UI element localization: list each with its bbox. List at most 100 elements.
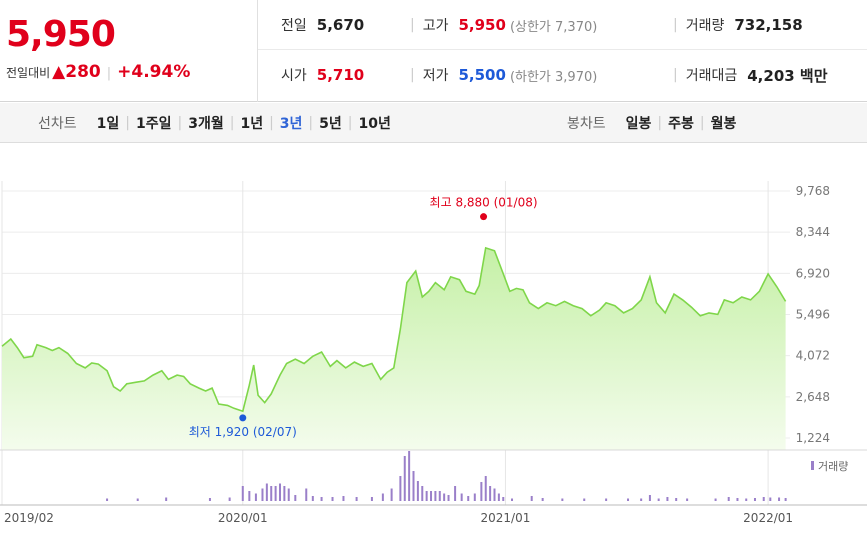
volume-bar: [769, 497, 772, 501]
change-value: 280: [65, 62, 101, 82]
stat-open: 시가 5,710: [281, 50, 364, 100]
low-marker: [239, 414, 247, 422]
volume-bar: [283, 486, 286, 501]
volume-bar: [331, 497, 334, 501]
stat-value: 5,950: [458, 16, 506, 34]
volume-bar: [493, 488, 496, 501]
high-marker: [480, 213, 488, 221]
stat-value: 4,203 백만: [747, 66, 828, 85]
tab-line-period-1[interactable]: 1주일: [135, 116, 172, 132]
volume-bar: [727, 497, 730, 501]
volume-bar: [736, 498, 739, 501]
stats-row-2: 시가 5,710 | 저가 5,500 (하한가 3,970) | 거래대금 4…: [258, 50, 867, 100]
volume-bar: [640, 498, 643, 501]
stat-amount: | 거래대금 4,203 백만: [673, 50, 828, 100]
volume-bar: [248, 491, 251, 501]
tab-separator: |: [699, 115, 705, 131]
tab-line-period-2[interactable]: 3개월: [188, 116, 224, 132]
volume-bar: [778, 497, 781, 501]
tab-separator: |: [347, 115, 353, 131]
change-label: 전일대비: [6, 66, 51, 80]
volume-bar: [136, 498, 139, 501]
stat-label: 거래량: [685, 18, 725, 34]
stat-label: 시가: [281, 68, 307, 84]
volume-bar: [784, 498, 787, 501]
stat-value: 5,500: [458, 66, 506, 84]
stat-sub: (상한가 7,370): [509, 19, 598, 35]
price-line: [1, 246, 787, 413]
tab-line-period-3[interactable]: 1년: [240, 116, 264, 132]
stat-sub: (하한가 3,970): [509, 69, 598, 85]
tab-candle-period-0[interactable]: 일봉: [625, 116, 652, 132]
price-area: [2, 247, 786, 450]
volume-bar: [320, 497, 323, 501]
high-annotation: 최고 8,880 (01/08): [430, 196, 538, 210]
volume-bar: [666, 497, 669, 501]
stat-value: 5,670: [316, 16, 365, 34]
volume-bar: [497, 493, 500, 501]
volume-bar: [399, 476, 402, 501]
volume-bar: [745, 498, 748, 501]
price-chart: 9,768 8,344 6,920 5,496 4,072 2,648 1,224 최고 8,…: [0, 143, 867, 537]
x-tick-label: 2021/01: [481, 511, 531, 525]
volume-bar: [165, 497, 168, 501]
volume-bar: [530, 496, 533, 501]
tab-line-period-6[interactable]: 10년: [358, 116, 391, 132]
stat-divider: |: [673, 17, 678, 33]
up-arrow-icon: ▲: [52, 62, 66, 82]
volume-bar: [434, 491, 437, 501]
stats-grid: 전일 5,670 | 고가 5,950 (상한가 7,370) | 거래량 73…: [258, 0, 867, 102]
volume-bar: [443, 493, 446, 501]
current-price: 5,950: [6, 14, 116, 55]
volume-legend: 거래량: [818, 460, 848, 473]
volume-bar: [254, 493, 257, 501]
y-tick-label: 8,344: [796, 225, 830, 239]
stat-volume: | 거래량 732,158: [673, 0, 803, 50]
tab-separator: |: [177, 115, 183, 131]
y-tick-label: 2,648: [796, 390, 830, 404]
stat-low: | 저가 5,500 (하한가 3,970): [410, 50, 597, 100]
volume-bar: [561, 498, 564, 501]
tab-separator: |: [269, 115, 274, 131]
volume-bar: [355, 497, 358, 501]
volume-bar: [686, 498, 689, 501]
volume-bar: [467, 496, 470, 501]
change-row: 전일대비 ▲ 280 | +4.94%: [6, 62, 190, 82]
stat-label: 저가: [422, 68, 449, 84]
tab-candle-period-2[interactable]: 월봉: [710, 116, 737, 132]
tab-separator: |: [229, 115, 235, 131]
volume-bar: [403, 456, 406, 501]
tab-line-period-4[interactable]: 3년: [279, 116, 303, 132]
x-tick-label: 2022/01: [743, 511, 793, 525]
volume-bar: [305, 488, 308, 501]
volume-bar: [421, 486, 424, 501]
price-chart-svg: 9,768 8,344 6,920 5,496 4,072 2,648 1,224 최고 8,…: [0, 181, 867, 525]
stat-divider: |: [410, 17, 415, 33]
volume-bar: [278, 483, 281, 501]
change-sep: |: [106, 66, 112, 81]
volume-bar: [390, 488, 393, 501]
tab-line-period-0[interactable]: 1일: [96, 116, 120, 132]
y-tick-label: 1,224: [796, 431, 830, 445]
volume-bar: [489, 486, 492, 501]
stat-high: | 고가 5,950 (상한가 7,370): [410, 0, 597, 50]
tab-line-period-5[interactable]: 5년: [319, 116, 342, 132]
y-tick-label: 5,496: [796, 308, 830, 322]
price-box: 5,950 전일대비 ▲ 280 | +4.94%: [0, 0, 258, 102]
volume-bar: [627, 498, 630, 501]
volume-bar: [412, 471, 415, 501]
volume-bar: [342, 496, 345, 501]
volume-bar: [381, 493, 384, 501]
volume-bar: [208, 498, 211, 501]
volume-bar: [583, 498, 586, 501]
volume-bar: [460, 493, 463, 501]
volume-bar: [425, 491, 428, 501]
volume-bar: [714, 498, 717, 501]
line-chart-tabs: 선차트 1일 | 1주일 | 3개월 | 1년 | 3년 | 5년 | 10년: [38, 103, 397, 143]
tab-candle-period-1[interactable]: 주봉: [668, 116, 694, 132]
y-tick-label: 4,072: [796, 349, 830, 363]
stat-prev-close: 전일 5,670: [281, 0, 364, 50]
volume-bar: [502, 497, 505, 501]
stat-divider: |: [673, 67, 678, 83]
volume-bar: [648, 495, 651, 501]
